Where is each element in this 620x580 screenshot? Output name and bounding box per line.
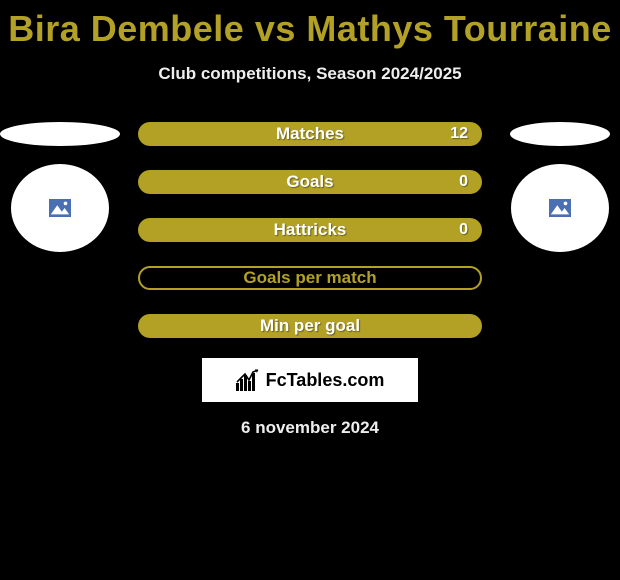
stat-bar-goals: Goals 0 <box>138 170 482 194</box>
player-right-avatar <box>511 164 609 252</box>
brand-logo-icon <box>236 369 260 391</box>
stat-bar-matches: Matches 12 <box>138 122 482 146</box>
brand-text: FcTables.com <box>266 370 385 391</box>
image-placeholder-icon <box>49 199 71 217</box>
stat-label: Matches <box>276 124 344 144</box>
stat-value: 0 <box>459 221 468 239</box>
stat-bar-min-per-goal: Min per goal <box>138 314 482 338</box>
stat-bar-goals-per-match: Goals per match <box>138 266 482 290</box>
brand-badge[interactable]: FcTables.com <box>202 358 418 402</box>
left-ellipse <box>0 122 120 146</box>
stat-label: Hattricks <box>274 220 347 240</box>
page-title: Bira Dembele vs Mathys Tourraine <box>0 0 620 50</box>
subtitle: Club competitions, Season 2024/2025 <box>0 64 620 84</box>
stat-value: 12 <box>450 125 468 143</box>
player-right-col <box>500 122 620 252</box>
date-text: 6 november 2024 <box>0 418 620 438</box>
stat-value: 0 <box>459 173 468 191</box>
comparison-row: Matches 12 Goals 0 Hattricks 0 Goals per… <box>0 122 620 338</box>
stat-label: Goals per match <box>243 268 376 288</box>
image-placeholder-icon <box>549 199 571 217</box>
stat-label: Min per goal <box>260 316 360 336</box>
stat-bars: Matches 12 Goals 0 Hattricks 0 Goals per… <box>120 122 500 338</box>
player-left-col <box>0 122 120 252</box>
stat-bar-hattricks: Hattricks 0 <box>138 218 482 242</box>
player-left-avatar <box>11 164 109 252</box>
stat-label: Goals <box>286 172 333 192</box>
right-ellipse <box>510 122 610 146</box>
